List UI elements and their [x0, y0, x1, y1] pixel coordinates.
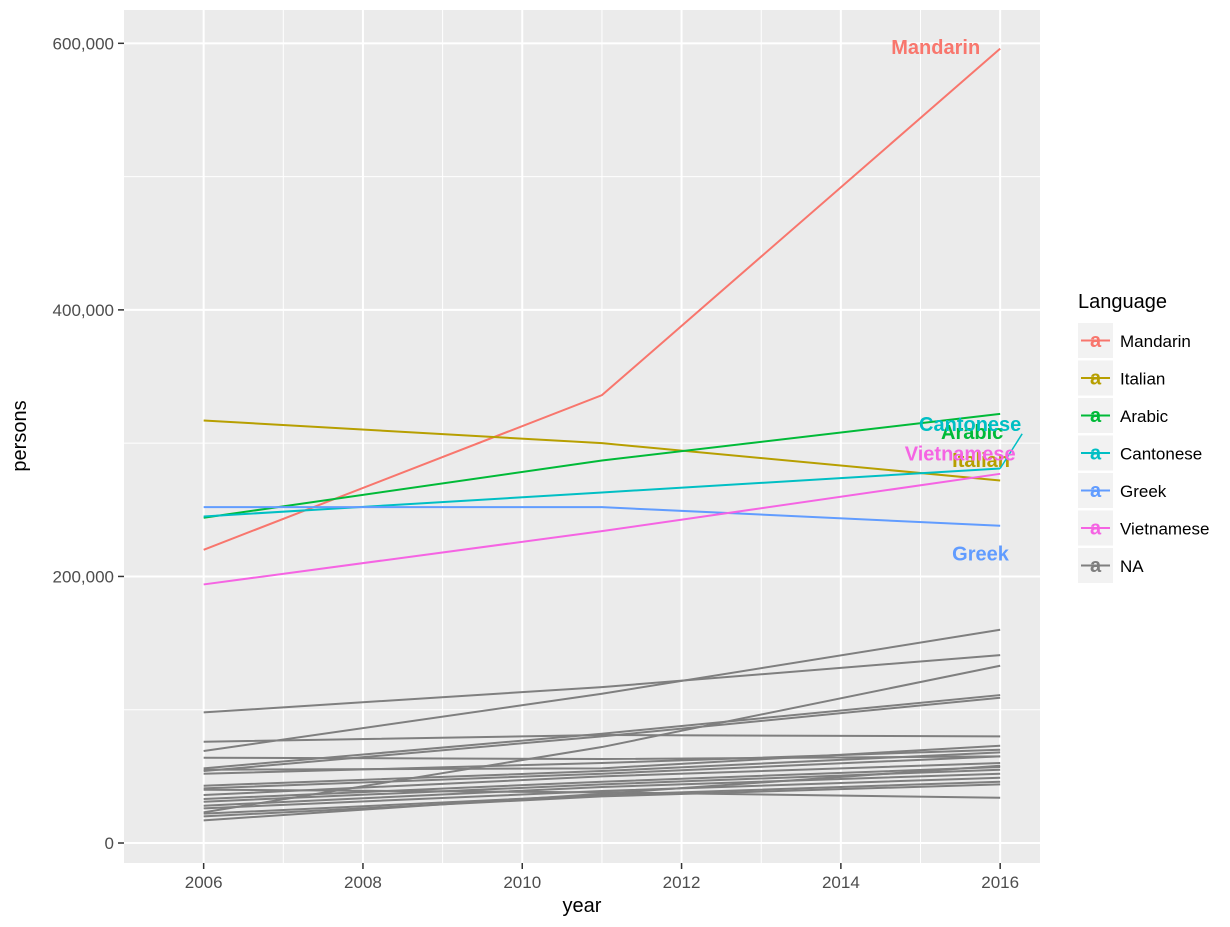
series-line-na [203, 780, 1001, 815]
legend-key-glyph: a [1090, 330, 1102, 352]
series-line-na [203, 762, 1001, 797]
plot-panel [124, 10, 1040, 863]
y-tick-label: 600,000 [53, 34, 114, 53]
series-line-arabic [203, 412, 1001, 519]
series-line-na [203, 755, 1001, 761]
legend-key-glyph: a [1090, 555, 1102, 577]
series-line-na [203, 654, 1001, 714]
series-line-na [203, 751, 1001, 787]
legend-label: Vietnamese [1120, 520, 1209, 539]
x-tick-label: 2012 [663, 873, 701, 892]
series-lines [203, 47, 1001, 822]
grid-lines [124, 10, 1040, 863]
series-line-na [203, 783, 1001, 818]
series-line-na [203, 764, 1001, 822]
series-line-na [203, 748, 1001, 775]
series-line-na [203, 694, 1001, 770]
legend-title: Language [1078, 291, 1167, 313]
series-line-na [203, 755, 1001, 790]
x-tick-label: 2016 [981, 873, 1019, 892]
legend-label: NA [1120, 557, 1144, 576]
legend-label: Greek [1120, 482, 1167, 501]
series-line-na [203, 772, 1001, 807]
legend-label: Cantonese [1120, 445, 1202, 464]
x-tick-label: 2006 [185, 873, 223, 892]
series-label-mandarin: Mandarin [891, 37, 980, 59]
x-axis-title: year [563, 895, 602, 917]
series-label-greek: Greek [952, 543, 1010, 565]
series-line-na [203, 628, 1001, 753]
series-label-arabic: Arabic [941, 422, 1003, 444]
series-line-cantonese [203, 467, 1001, 518]
legend-key-glyph: a [1090, 443, 1102, 465]
series-line-na [203, 788, 1001, 799]
legend-key-glyph: a [1090, 368, 1102, 390]
series-line-na [203, 696, 1001, 773]
series-line-greek [203, 506, 1001, 527]
label-connector-cantonese [999, 433, 1023, 469]
legend-label: Arabic [1120, 407, 1169, 426]
axes: 2006 2008 2010 2012 2014 2016 0 200,000 400,000 6… [53, 34, 1020, 892]
legend-key-glyph: a [1090, 480, 1102, 502]
legend-label: Italian [1120, 370, 1165, 389]
legend-key-glyph: a [1090, 405, 1102, 427]
x-tick-label: 2010 [503, 873, 541, 892]
legend-label: Mandarin [1120, 332, 1191, 351]
series-line-vietnamese [203, 472, 1001, 586]
series-line-na [203, 734, 1001, 743]
y-axis-title: persons [9, 400, 31, 471]
y-tick-label: 0 [105, 834, 114, 853]
x-tick-label: 2008 [344, 873, 382, 892]
series-line-italian [203, 419, 1001, 482]
series-label-cantonese: Cantonese [919, 414, 1021, 436]
x-tick-label: 2014 [822, 873, 860, 892]
series-label-vietnamese: Vietnamese [905, 443, 1016, 465]
legend-key-glyph: a [1090, 518, 1102, 540]
y-tick-label: 200,000 [53, 567, 114, 586]
y-tick-label: 400,000 [53, 301, 114, 320]
series-line-na [203, 766, 1001, 801]
series-label-italian: Italian [952, 450, 1010, 472]
series-line-na [203, 776, 1001, 810]
